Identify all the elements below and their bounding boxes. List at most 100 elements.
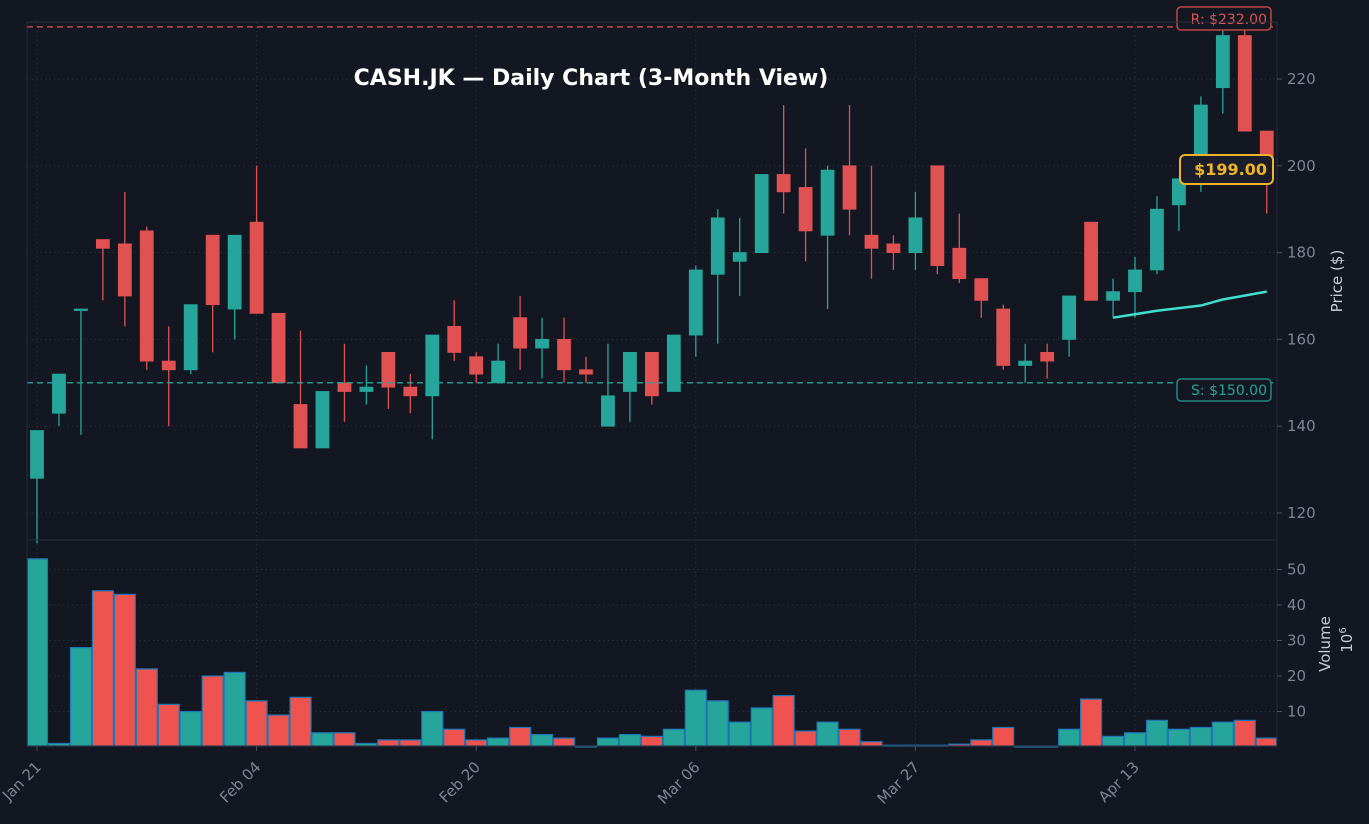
volume-bar	[750, 707, 773, 747]
candle-body	[315, 391, 330, 449]
volume-bar	[267, 714, 290, 747]
candle-body	[930, 165, 945, 267]
candle-body	[666, 334, 681, 392]
candle-body	[1062, 295, 1077, 340]
volume-bar	[311, 732, 334, 747]
candle-body	[381, 352, 396, 388]
volume-bar	[772, 694, 795, 747]
candle	[666, 334, 681, 392]
candle-body	[271, 312, 286, 384]
volume-bar	[1101, 735, 1125, 747]
volume-bar	[728, 721, 751, 747]
candle-body	[513, 317, 528, 349]
candle	[74, 308, 88, 435]
volume-bar	[333, 732, 356, 747]
candle	[776, 105, 791, 214]
volume-bar	[135, 668, 158, 747]
candle-body	[1106, 291, 1120, 301]
volume-bar	[465, 739, 488, 747]
candle-body	[820, 169, 835, 236]
candle-body	[688, 269, 703, 336]
moving-average-line	[1112, 290, 1267, 319]
candle	[1084, 221, 1098, 301]
candle	[227, 234, 242, 340]
candle-body	[974, 278, 989, 301]
candle-body	[1237, 35, 1252, 132]
candle	[1062, 295, 1077, 357]
candle-body	[447, 325, 462, 353]
date-tick-label: Feb 04	[216, 758, 264, 806]
candle	[644, 352, 659, 405]
chart-title: CASH.JK — Daily Chart (3-Month View)	[354, 66, 829, 91]
candle-body	[776, 174, 791, 193]
candle-body	[293, 404, 308, 449]
candle	[1018, 343, 1033, 383]
candle-body	[469, 356, 484, 375]
resistance-badge	[1176, 6, 1272, 31]
last-price-badge-label: $199.00	[1194, 160, 1267, 179]
volume-bar	[530, 733, 554, 747]
volume-bar	[794, 730, 817, 747]
candle-body	[403, 386, 418, 397]
candle-body	[535, 338, 549, 349]
volume-bar	[684, 689, 707, 747]
candle	[293, 330, 308, 449]
candle	[710, 209, 725, 344]
candle-body	[227, 234, 242, 310]
candle-body	[886, 243, 901, 253]
volume-bar	[1233, 719, 1256, 747]
candle	[996, 304, 1011, 370]
volume-bar	[1211, 721, 1234, 747]
candle-body	[359, 386, 374, 392]
volume-bar	[487, 737, 510, 747]
candle-body	[952, 247, 967, 280]
volume-bar	[1255, 737, 1278, 747]
volume-bar	[157, 703, 180, 747]
candle	[249, 165, 264, 314]
candle	[886, 235, 901, 270]
candle	[117, 191, 132, 327]
volume-bar	[662, 728, 685, 747]
candle	[1040, 343, 1055, 379]
candle	[732, 217, 747, 296]
date-tick-label: Jan 21	[0, 758, 45, 805]
candle-body	[710, 217, 725, 275]
candle-body	[732, 252, 747, 262]
candle	[952, 213, 967, 283]
candle	[491, 343, 506, 384]
candle-body	[161, 360, 176, 371]
candle-body	[644, 352, 659, 397]
candle-body	[52, 373, 66, 414]
volume-bar	[421, 710, 444, 747]
overlays: R: $232.00 S: $150.00 $199.00	[27, 6, 1277, 402]
date-tick-label: Mar 06	[654, 758, 704, 808]
candle	[798, 148, 813, 262]
candle-body	[1128, 269, 1142, 293]
volume-bar	[509, 726, 532, 747]
volume-bar	[91, 590, 114, 747]
volume-tick-label: 50	[1287, 561, 1306, 579]
volume-tick-label: 10	[1287, 703, 1306, 721]
volume-bar	[860, 741, 883, 747]
candle-body	[601, 395, 615, 427]
candle	[908, 191, 923, 270]
candle-body	[754, 174, 769, 253]
candle	[579, 356, 593, 383]
volume-bar	[245, 700, 268, 747]
candle	[535, 317, 549, 379]
volume-bar	[970, 739, 993, 747]
volume-multiplier-label: 106	[1338, 627, 1356, 652]
candle	[381, 352, 396, 409]
candle-body	[249, 221, 264, 314]
candle	[842, 105, 857, 236]
candle	[1215, 26, 1230, 114]
volume-bar	[1123, 732, 1147, 747]
candle	[447, 300, 462, 362]
candle-body	[95, 239, 110, 249]
candle-body	[1040, 352, 1055, 362]
candle	[754, 174, 769, 253]
candle-body	[139, 230, 154, 362]
candle-body	[798, 187, 813, 232]
candle	[183, 304, 198, 375]
